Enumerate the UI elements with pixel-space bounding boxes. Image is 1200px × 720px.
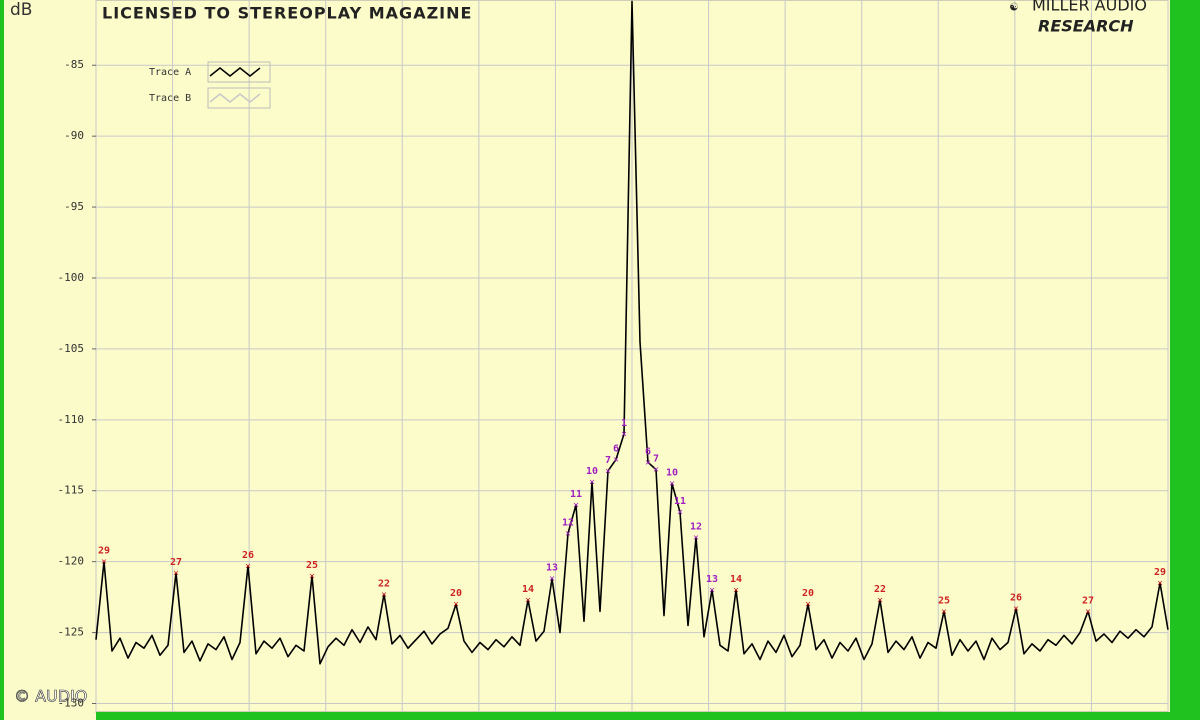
harmonic-label: 11: [674, 496, 686, 507]
harmonic-marker: ×: [101, 557, 107, 568]
brand-icon: ☯: [1010, 0, 1018, 15]
harmonic-label: 12: [690, 522, 702, 533]
harmonic-marker: ×: [589, 477, 595, 488]
harmonic-label: 25: [938, 595, 950, 606]
harmonic-marker: ×: [693, 533, 699, 544]
harmonic-label: 27: [1082, 595, 1094, 606]
harmonic-marker: ×: [245, 561, 251, 572]
y-tick-label: -105: [58, 342, 85, 355]
harmonic-label: 14: [522, 584, 534, 595]
chart-title: LICENSED TO STEREOPLAY MAGAZINE: [102, 4, 472, 23]
harmonic-label: 6: [613, 444, 619, 455]
brand-name: MILLER AUDIO: [1032, 0, 1147, 15]
harmonic-marker: ×: [677, 507, 683, 518]
harmonic-marker: ×: [709, 585, 715, 596]
harmonic-marker: ×: [381, 589, 387, 600]
harmonic-marker: ×: [453, 599, 459, 610]
legend-label: Trace A: [149, 67, 191, 78]
harmonic-marker: ×: [573, 500, 579, 511]
harmonic-marker: ×: [877, 595, 883, 606]
harmonic-label: 13: [706, 574, 718, 585]
y-tick-label: -95: [64, 200, 84, 213]
y-tick-label: -115: [58, 484, 85, 497]
y-tick-label: -125: [58, 626, 85, 639]
frame-bottom: [96, 712, 1170, 720]
harmonic-label: 26: [242, 550, 254, 561]
harmonic-label: 13: [546, 563, 558, 574]
harmonic-marker: ×: [653, 464, 659, 475]
y-tick-label: -110: [58, 413, 85, 426]
harmonic-marker: ×: [941, 606, 947, 617]
brand-sub: RESEARCH: [1038, 17, 1134, 36]
y-axis-label: dB: [10, 0, 32, 20]
harmonic-marker: ×: [173, 568, 179, 579]
grid: [92, 0, 1169, 712]
harmonic-label: 1: [621, 418, 627, 429]
y-tick-label: -120: [58, 555, 85, 568]
harmonic-marker: ×: [1157, 578, 1163, 589]
harmonic-label: 7: [605, 455, 611, 466]
harmonic-marker: ×: [309, 571, 315, 582]
harmonic-marker: ×: [525, 595, 531, 606]
harmonic-marker: ×: [645, 457, 651, 468]
trace: [95, 0, 1169, 665]
harmonic-label: 11: [570, 489, 582, 500]
harmonic-label: 14: [730, 574, 742, 585]
harmonic-label: 29: [98, 546, 110, 557]
harmonic-marker: ×: [621, 429, 627, 440]
harmonic-marker: ×: [565, 528, 571, 539]
harmonic-marker: ×: [733, 585, 739, 596]
legend-label: Trace B: [149, 93, 191, 104]
y-tick-label: -100: [58, 271, 85, 284]
harmonic-marker: ×: [613, 455, 619, 466]
legend-swatch: [209, 67, 261, 77]
y-tick-label: -90: [64, 129, 84, 142]
legend-box: [207, 87, 271, 109]
harmonic-marker: ×: [549, 574, 555, 585]
legend-swatch: [209, 93, 261, 103]
plot: ×29×27 ×26×25×22×20×14×13×12×11×10 ×7 ×6×1×…: [95, 0, 1169, 665]
y-tick-label: -130: [58, 696, 85, 709]
y-tick-label: -85: [64, 58, 84, 71]
harmonic-label: 10: [666, 468, 678, 479]
harmonic-label: 27: [170, 557, 182, 568]
harmonic-marker: ×: [805, 599, 811, 610]
harmonic-label: 20: [802, 588, 814, 599]
harmonic-label: 20: [450, 588, 462, 599]
harmonic-label: 7: [653, 453, 659, 464]
harmonic-label: 29: [1154, 567, 1166, 578]
harmonic-label: 22: [378, 578, 390, 589]
frame-right: [1170, 0, 1200, 720]
harmonic-marker: ×: [1085, 606, 1091, 617]
harmonic-marker: ×: [605, 466, 611, 477]
credit: © AUDIO: [14, 687, 87, 706]
harmonic-label: 12: [562, 517, 574, 528]
legend-box: [207, 61, 271, 83]
harmonic-marker: ×: [1013, 603, 1019, 614]
harmonic-label: 10: [586, 466, 598, 477]
frame-left: [0, 0, 4, 720]
harmonic-label: 25: [306, 560, 318, 571]
harmonic-label: 6: [645, 446, 651, 457]
harmonic-marker: ×: [669, 479, 675, 490]
legend: Trace A Trace B: [149, 61, 271, 109]
harmonic-label: 22: [874, 584, 886, 595]
harmonic-label: 26: [1010, 592, 1022, 603]
